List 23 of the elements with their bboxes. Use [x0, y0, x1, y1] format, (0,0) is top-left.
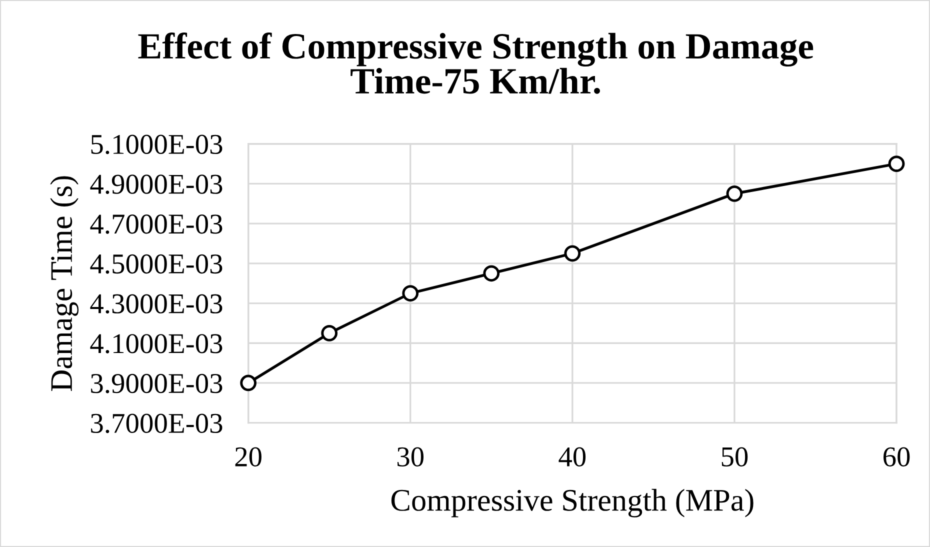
chart-title: Effect of Compressive Strength on Damage Time-75 Km/hr.: [138, 32, 814, 94]
y-tick-label: 4.5000E-03: [90, 254, 222, 274]
point: [402, 285, 419, 302]
y-tick-label: 4.7000E-03: [90, 214, 222, 234]
y-tick-label: 5.1000E-03: [91, 134, 222, 154]
point: [321, 324, 338, 342]
x-axis-title: Compressive Strength (MPa): [391, 488, 754, 518]
x-tick-label: 30: [397, 447, 424, 466]
x-tick-label: 50: [722, 447, 748, 466]
x-tick-label: 40: [558, 447, 586, 466]
y-tick-label: 4.3000E-03: [90, 294, 222, 314]
x-tick-label: 20: [235, 447, 262, 466]
point: [564, 245, 581, 262]
x-tick-label: 60: [884, 447, 910, 466]
y-axis-title: Damage Time (s): [50, 176, 79, 391]
y-tick-label: 4.1000E-03: [90, 334, 222, 354]
point: [726, 185, 743, 202]
y-tick-label: 3.9000E-03: [91, 374, 222, 394]
y-tick-label: 4.9000E-03: [90, 174, 222, 194]
y-tick-label: 3.7000E-03: [91, 414, 222, 434]
point: [240, 374, 257, 392]
point: [483, 265, 500, 282]
point: [888, 156, 905, 172]
